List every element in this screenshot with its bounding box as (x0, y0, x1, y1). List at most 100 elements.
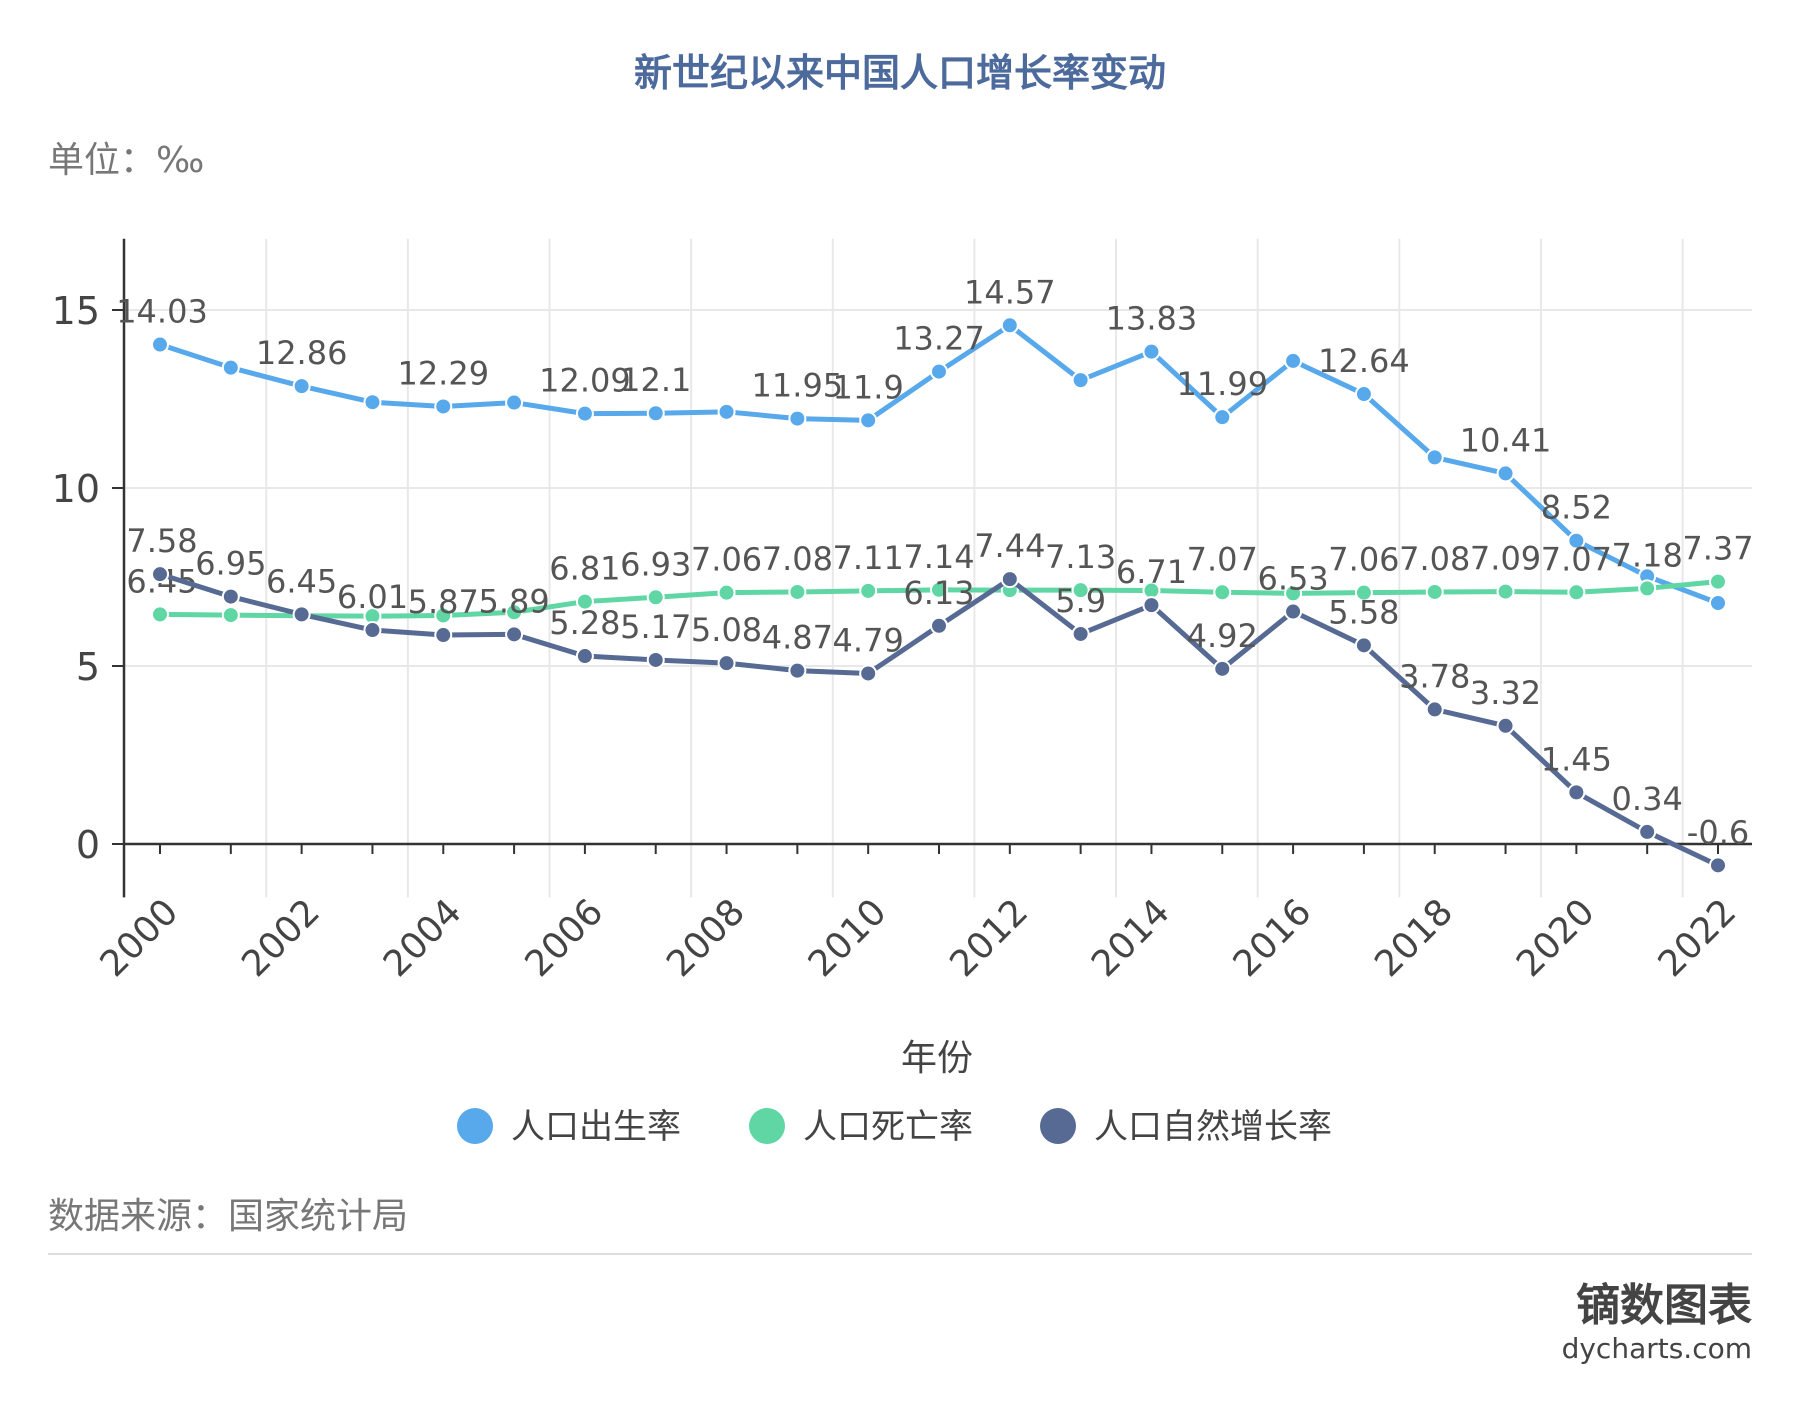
data-label: 5.89 (478, 582, 549, 620)
data-label: 4.87 (762, 619, 833, 657)
data-label: 5.17 (620, 608, 691, 646)
data-point (575, 592, 594, 611)
data-label: 6.81 (549, 550, 620, 588)
legend-label: 人口死亡率 (803, 1107, 973, 1147)
x-tick-label: 2014 (1084, 891, 1178, 985)
x-tick-label: 2022 (1651, 891, 1745, 985)
data-label: 10.41 (1460, 421, 1552, 459)
data-label: 7.11 (833, 539, 904, 577)
data-point (575, 404, 594, 423)
data-label: 7.08 (762, 540, 833, 578)
data-point (363, 393, 382, 412)
data-point (788, 409, 807, 428)
x-tick-label: 2006 (517, 891, 611, 985)
data-point (1496, 464, 1515, 483)
x-tick-label: 2020 (1509, 891, 1603, 985)
data-point (505, 393, 524, 412)
data-label: 7.06 (691, 541, 762, 579)
data-label: 13.83 (1106, 300, 1198, 338)
legend-marker (1040, 1108, 1076, 1144)
data-label: 6.45 (266, 562, 337, 600)
data-point (221, 358, 240, 377)
data-point (1567, 783, 1586, 802)
x-tick-label: 2010 (801, 891, 895, 985)
data-label: 5.9 (1055, 582, 1106, 620)
data-point (1000, 570, 1019, 589)
data-point (1709, 572, 1727, 591)
x-tick-label: 2018 (1367, 891, 1461, 985)
data-point (1496, 716, 1515, 735)
data-point (434, 606, 453, 625)
data-label: 6.13 (903, 574, 974, 612)
data-label: 6.71 (1116, 553, 1187, 591)
chart-title: 新世纪以来中国人口增长率变动 (634, 51, 1166, 95)
data-point (151, 565, 169, 584)
data-label: 3.78 (1399, 657, 1470, 695)
data-label: 0.34 (1612, 780, 1683, 818)
data-point (1071, 581, 1090, 600)
data-point (221, 606, 240, 625)
data-point (717, 583, 736, 602)
data-point (575, 647, 594, 666)
data-label: 7.37 (1682, 530, 1753, 568)
data-point (292, 605, 311, 624)
data-label: 7.08 (1399, 540, 1470, 578)
data-point (1000, 316, 1019, 335)
data-label: 5.28 (549, 604, 620, 642)
data-point (930, 362, 948, 381)
data-point (859, 411, 878, 430)
data-point (717, 654, 736, 673)
data-point (859, 664, 878, 683)
data-label: -0.6 (1687, 813, 1749, 851)
data-label: 11.95 (752, 367, 844, 405)
brand-logo-text: 镝数图表 (1576, 1280, 1752, 1331)
data-label: 12.1 (620, 361, 691, 399)
data-point (1425, 448, 1444, 467)
data-point (646, 404, 665, 423)
data-point (434, 397, 453, 416)
data-point (1567, 531, 1586, 550)
data-point (646, 588, 665, 607)
data-point (1142, 342, 1161, 361)
x-tick-label: 2004 (376, 891, 470, 985)
data-point (1354, 583, 1373, 602)
data-point (1284, 351, 1303, 370)
data-point (1709, 593, 1727, 612)
legend-marker (457, 1108, 493, 1144)
x-tick-label: 2008 (659, 891, 753, 985)
data-point (930, 616, 948, 635)
data-point (1071, 624, 1090, 643)
data-point (1425, 582, 1444, 601)
data-point (1354, 385, 1373, 404)
data-label: 12.09 (539, 362, 631, 400)
data-point (505, 603, 524, 622)
unit-label: 单位：‰ (48, 140, 204, 181)
data-label: 13.27 (893, 320, 985, 358)
data-point (434, 626, 453, 645)
brand-url: dycharts.com (1562, 1332, 1752, 1365)
data-point (1709, 856, 1727, 875)
data-point (859, 581, 878, 600)
legend-label: 人口自然增长率 (1094, 1107, 1332, 1147)
data-point (1354, 636, 1373, 655)
data-point (1071, 371, 1090, 390)
data-label: 14.03 (116, 293, 208, 331)
data-label: 7.44 (974, 527, 1045, 565)
data-label: 6.01 (337, 578, 408, 616)
y-tick-label: 0 (76, 823, 100, 867)
data-point (363, 621, 382, 640)
data-point (1638, 579, 1657, 598)
legend-marker (749, 1108, 785, 1144)
y-tick-label: 15 (52, 289, 100, 333)
data-point (788, 582, 807, 601)
data-point (1142, 596, 1161, 615)
data-label: 5.08 (691, 611, 762, 649)
data-label: 11.9 (833, 368, 904, 406)
data-label: 7.18 (1612, 536, 1683, 574)
data-point (930, 580, 948, 599)
x-tick-label: 2002 (234, 891, 328, 985)
data-point (151, 335, 169, 354)
data-label: 6.93 (620, 545, 691, 583)
